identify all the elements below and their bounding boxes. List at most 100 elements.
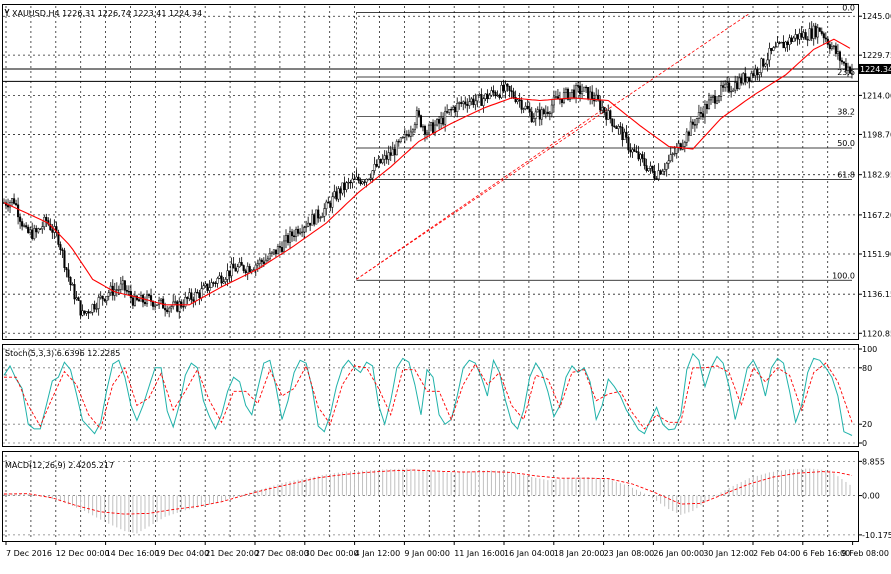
candle-body xyxy=(234,267,237,272)
candle-body xyxy=(335,191,338,200)
candle-body xyxy=(351,178,354,183)
candle-body xyxy=(474,100,477,105)
candle-body xyxy=(129,291,132,299)
fib-level-label: 61.8 xyxy=(837,171,855,180)
candle-body xyxy=(17,204,20,218)
time-axis-label: 9 Jan 00:00 xyxy=(404,549,450,558)
candle-body xyxy=(744,73,747,83)
candle-body xyxy=(701,113,704,118)
candle-body xyxy=(51,229,54,233)
candle-body xyxy=(788,37,791,45)
price-pane[interactable] xyxy=(2,4,859,340)
candle-body xyxy=(125,289,128,292)
candle-body xyxy=(766,59,769,65)
time-axis-label: 18 Jan 20:00 xyxy=(554,549,605,558)
candle-body xyxy=(97,297,100,309)
candle-body xyxy=(724,83,727,88)
candle-body xyxy=(295,228,298,238)
candle-body xyxy=(107,292,110,297)
candle-body xyxy=(327,201,330,204)
candle-body xyxy=(794,34,797,39)
stoch-axis-label: 100 xyxy=(862,345,877,354)
candle-body xyxy=(387,152,390,160)
candle-body xyxy=(272,249,275,253)
candle-body xyxy=(621,126,624,141)
candle-body xyxy=(750,73,753,82)
candle-body xyxy=(45,217,48,221)
fib-level-label: 50.0 xyxy=(837,139,855,148)
candle-body xyxy=(282,240,286,252)
candle-body xyxy=(554,96,557,98)
candle-body xyxy=(709,97,713,101)
candle-body xyxy=(31,229,34,239)
candle-body xyxy=(194,291,197,302)
grid-lines xyxy=(3,6,858,540)
trend-channel xyxy=(356,13,750,280)
candle-body xyxy=(170,306,173,309)
candle-body xyxy=(413,124,416,131)
price-axis-label: 1136.15 xyxy=(862,290,891,299)
trend-channel-lower xyxy=(356,105,609,280)
candle-body xyxy=(758,72,761,76)
candle-body xyxy=(91,304,94,313)
macd-indicator xyxy=(3,468,853,534)
candle-body xyxy=(37,228,40,233)
candle-body xyxy=(776,42,779,47)
candle-body xyxy=(512,91,515,98)
candle-body xyxy=(284,235,288,242)
candle-body xyxy=(462,101,465,104)
candle-body xyxy=(577,85,580,87)
candle-body xyxy=(830,46,833,50)
candle-body xyxy=(446,111,449,113)
candle-body xyxy=(585,86,588,89)
candle-body xyxy=(190,292,193,300)
candle-body xyxy=(228,270,231,277)
candle-body xyxy=(438,119,441,124)
candle-body xyxy=(93,304,96,310)
candle-body xyxy=(192,299,195,302)
candle-body xyxy=(808,28,811,41)
moving-average xyxy=(3,38,851,306)
candle-body xyxy=(415,110,418,125)
candle-body xyxy=(367,178,370,181)
macd-title: MACD(12,26,9) 2.4205.217 xyxy=(5,461,114,470)
candle-body xyxy=(33,228,36,239)
candle-body xyxy=(458,102,461,104)
candle-body xyxy=(659,170,662,175)
candle-body xyxy=(168,307,171,312)
price-axis: 1245.00 1229.75 1214.00 1198.70 1182.95 1167.… xyxy=(858,12,891,540)
current-price-label: 1224.34 xyxy=(860,65,891,74)
candle-body xyxy=(15,203,18,206)
macd-axis-label: 0.00 xyxy=(862,492,880,501)
candle-body xyxy=(293,235,296,238)
candle-body xyxy=(375,163,378,167)
candle-body xyxy=(341,182,344,194)
stoch-axis-label: 80 xyxy=(862,364,872,373)
candle-body xyxy=(69,277,72,286)
candle-body xyxy=(127,291,130,293)
candle-body xyxy=(734,82,737,91)
candle-body xyxy=(816,27,819,38)
candle-body xyxy=(802,32,805,38)
candle-body xyxy=(460,102,463,104)
candle-body xyxy=(844,63,848,71)
candle-body xyxy=(468,101,471,106)
candle-body xyxy=(738,77,741,89)
candle-body xyxy=(564,88,568,93)
candle-body xyxy=(75,297,78,300)
candle-body xyxy=(504,83,507,92)
candle-body xyxy=(452,107,455,110)
trend-channel-upper xyxy=(356,13,750,280)
candle-body xyxy=(133,295,136,306)
candle-body xyxy=(498,94,501,98)
candle-body xyxy=(143,301,147,305)
candle-body xyxy=(407,135,410,137)
candle-body xyxy=(685,131,688,143)
candle-body xyxy=(290,231,294,237)
candle-body xyxy=(532,118,535,123)
candle-body xyxy=(631,149,634,153)
candle-body xyxy=(204,283,207,287)
stoch-pane[interactable] xyxy=(2,344,859,447)
